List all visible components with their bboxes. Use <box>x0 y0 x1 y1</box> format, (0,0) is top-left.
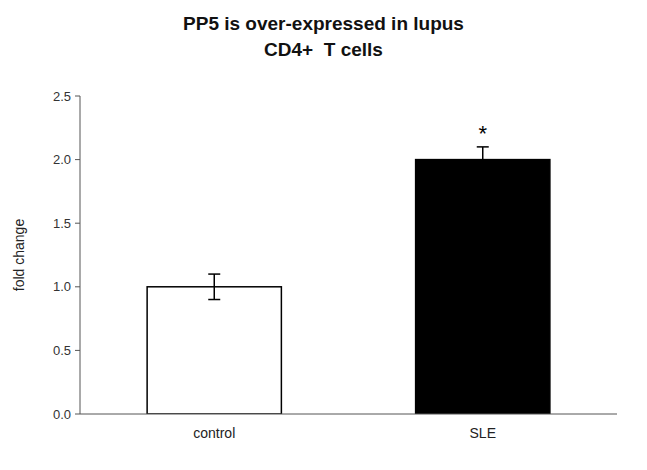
y-tick <box>75 159 80 160</box>
title: PP5 is over-expressed in lupus <box>183 13 464 34</box>
y-tick <box>75 223 80 224</box>
y-axis-label: fold change <box>11 219 27 292</box>
chart-container: PP5 is over-expressed in lupus CD4+ T cel… <box>0 0 647 470</box>
y-axis: 0.0 0.5 1.0 1.5 2.0 2.5 <box>53 89 80 422</box>
x-axis-line <box>80 414 617 415</box>
y-tick <box>75 286 80 287</box>
error-bar-cap <box>208 273 220 275</box>
error-bar-cap <box>477 172 489 174</box>
bars <box>147 147 550 414</box>
x-axis: control SLE <box>80 414 617 441</box>
y-tick-label: 0.0 <box>53 407 71 422</box>
y-tick-label: 2.0 <box>53 152 71 167</box>
bar <box>416 160 550 414</box>
x-tick-label: control <box>193 425 235 441</box>
y-tick-label: 2.5 <box>53 89 71 104</box>
y-tick <box>75 414 80 415</box>
y-tick <box>75 96 80 97</box>
y-tick-label: 1.0 <box>53 279 71 294</box>
y-tick-label: 0.5 <box>53 343 71 358</box>
annotation: * <box>478 121 487 146</box>
y-axis-line <box>80 96 81 414</box>
error-bar <box>208 274 220 299</box>
subtitle: CD4+ T cells <box>264 39 383 60</box>
chart-svg: PP5 is over-expressed in lupus CD4+ T cel… <box>0 0 647 470</box>
error-bar-cap <box>477 146 489 148</box>
error-bar-stem <box>214 274 216 299</box>
bar <box>147 287 281 414</box>
error-bar-stem <box>482 147 484 172</box>
y-tick <box>75 350 80 351</box>
y-tick-label: 1.5 <box>53 216 71 231</box>
error-bar-cap <box>208 299 220 301</box>
x-tick-label: SLE <box>470 425 496 441</box>
error-bar <box>477 147 489 172</box>
